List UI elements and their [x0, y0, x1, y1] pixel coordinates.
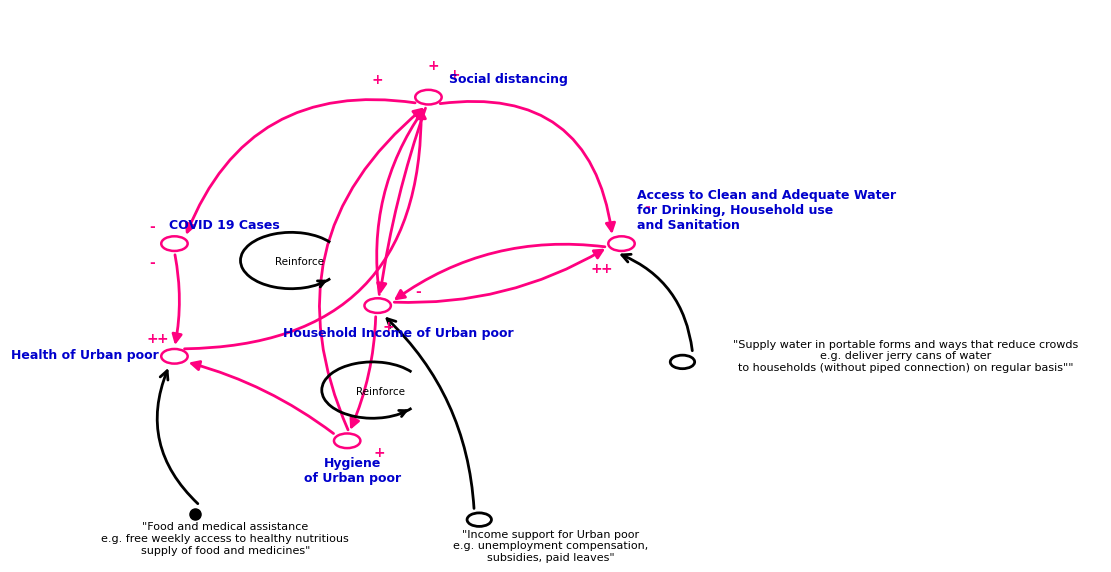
Text: -: -	[149, 220, 154, 234]
Text: Social distancing: Social distancing	[449, 73, 568, 86]
Text: Health of Urban poor: Health of Urban poor	[11, 349, 159, 362]
Text: COVID 19 Cases: COVID 19 Cases	[169, 219, 280, 232]
Text: -: -	[149, 256, 154, 271]
Text: +: +	[590, 262, 602, 276]
Text: -: -	[644, 200, 650, 214]
Text: +: +	[600, 262, 612, 276]
Text: Reinforce: Reinforce	[357, 387, 406, 397]
Text: +: +	[428, 59, 439, 73]
Text: "Supply water in portable forms and ways that reduce crowds
e.g. deliver jerry c: "Supply water in portable forms and ways…	[733, 340, 1079, 373]
Text: +: +	[372, 73, 383, 88]
Text: Hygiene
of Urban poor: Hygiene of Urban poor	[303, 456, 401, 484]
Text: Reinforce: Reinforce	[274, 257, 324, 267]
Text: Household Income of Urban poor: Household Income of Urban poor	[282, 327, 513, 340]
Text: +: +	[448, 67, 460, 82]
Text: Access to Clean and Adequate Water
for Drinking, Household use
and Sanitation: Access to Clean and Adequate Water for D…	[637, 189, 895, 232]
Text: -: -	[416, 284, 421, 299]
Text: +: +	[147, 332, 158, 347]
Text: +: +	[374, 446, 386, 460]
Text: "Food and medical assistance
e.g. free weekly access to healthy nutritious
suppl: "Food and medical assistance e.g. free w…	[101, 522, 349, 555]
Text: "Income support for Urban poor
e.g. unemployment compensation,
subsidies, paid l: "Income support for Urban poor e.g. unem…	[453, 530, 648, 563]
Text: +: +	[382, 320, 393, 334]
Text: +: +	[157, 332, 168, 347]
